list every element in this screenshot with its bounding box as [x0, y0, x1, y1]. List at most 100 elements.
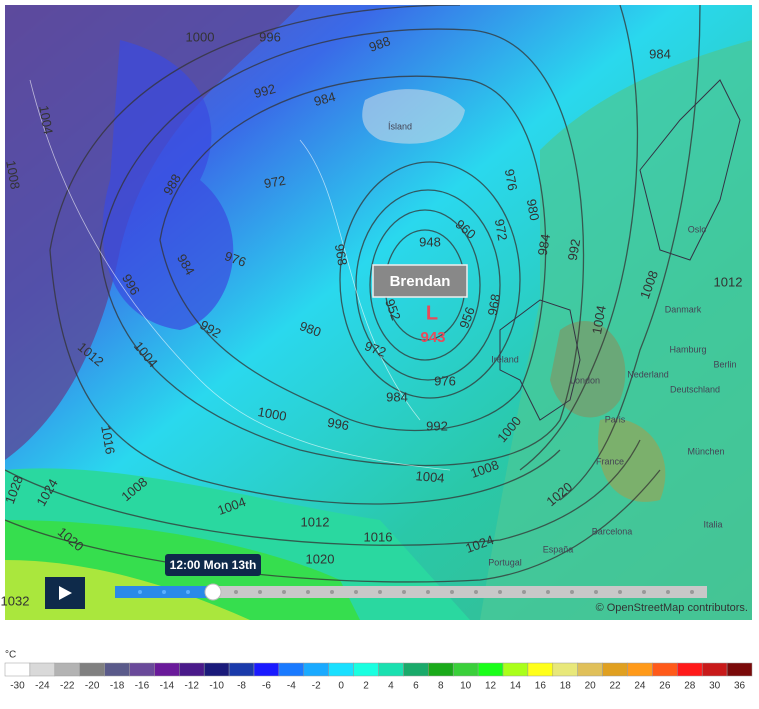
- isobar-label: 984: [312, 89, 337, 109]
- legend-swatch: [452, 662, 479, 677]
- timeline-step: [234, 590, 238, 594]
- legend-label: -16: [135, 681, 150, 692]
- legend-swatch: [278, 662, 305, 677]
- low-pressure: 943: [420, 329, 445, 346]
- play-icon: [59, 586, 72, 600]
- timeline-step: [570, 590, 574, 594]
- legend-swatch: [79, 662, 105, 677]
- place-label: Berlin: [713, 359, 736, 369]
- isobar-label: 976: [502, 168, 521, 192]
- timeline-step: [618, 590, 622, 594]
- isobar-label: 1000: [257, 404, 288, 424]
- legend-swatch: [179, 662, 205, 677]
- legend-label: 6: [413, 681, 419, 692]
- legend-label: 12: [485, 681, 497, 692]
- isobar-label: 972: [363, 338, 389, 360]
- legend-label: -24: [35, 681, 50, 692]
- legend-label: 36: [734, 681, 746, 692]
- legend-swatch: [403, 662, 429, 677]
- storm-label-box: [372, 264, 468, 298]
- legend-label: 18: [560, 681, 572, 692]
- low-symbol: L: [426, 302, 438, 324]
- timeline-step: [162, 590, 166, 594]
- isobar-label: 1004: [589, 304, 609, 335]
- attribution: © OpenStreetMap contributors.: [596, 602, 748, 614]
- place-label: München: [687, 446, 724, 456]
- isobar-label: 1016: [364, 529, 393, 544]
- place-label: Paris: [605, 414, 626, 424]
- timeline-step: [594, 590, 598, 594]
- isobar-label: 988: [367, 33, 393, 55]
- legend-label: 24: [634, 681, 646, 692]
- place-label: Danmark: [665, 304, 702, 314]
- color-legend: -30 -24 -22 -20 -18 -16 -14 -12 -10 -8 -6 -4 -2 0 2 4 6 8…: [4, 662, 753, 692]
- timeline-step: [138, 590, 142, 594]
- legend-label: 4: [388, 681, 394, 692]
- slider-thumb[interactable]: [204, 583, 222, 601]
- timeline-step: [522, 590, 526, 594]
- legend-label: -4: [287, 681, 296, 692]
- legend-label: -2: [312, 681, 321, 692]
- place-label: Ireland: [491, 354, 519, 364]
- isobar-label: 1032: [1, 593, 30, 608]
- legend-label: 10: [460, 681, 472, 692]
- legend-swatch: [527, 662, 554, 677]
- isobar-label: 1016: [98, 424, 118, 455]
- isobar-label: 948: [419, 234, 441, 249]
- legend-label: -14: [160, 681, 175, 692]
- timeline-step: [666, 590, 670, 594]
- place-label: London: [570, 375, 600, 385]
- legend-swatch: [428, 662, 454, 677]
- legend-swatch: [29, 662, 56, 677]
- timeline-step: [354, 590, 358, 594]
- timeline-step: [498, 590, 502, 594]
- legend-label: -6: [262, 681, 271, 692]
- time-box: [165, 554, 261, 576]
- legend-label: 20: [585, 681, 597, 692]
- isobar-label: 972: [492, 218, 511, 242]
- legend-label: -12: [185, 681, 200, 692]
- place-labels: Ísland Oslo Danmark Hamburg Berlin NederlandD…: [388, 121, 737, 567]
- isobar-label: 976: [434, 373, 456, 388]
- legend-swatch: [378, 662, 404, 677]
- isobar-label: 996: [326, 415, 350, 434]
- legend-label: 26: [659, 681, 671, 692]
- legend-swatch: [328, 662, 354, 677]
- legend-swatch: [4, 662, 31, 677]
- timeline-step: [306, 590, 310, 594]
- timeline-step: [258, 590, 262, 594]
- legend-swatch: [203, 662, 230, 677]
- timeline-step: [402, 590, 406, 594]
- legend-swatch: [129, 662, 155, 677]
- legend-swatch: [477, 662, 504, 677]
- isobar-label: 980: [524, 198, 543, 222]
- legend-swatch: [677, 662, 703, 677]
- place-label: France: [596, 456, 624, 466]
- isobar-label: 968: [485, 293, 504, 317]
- isobar-label: 1008: [3, 159, 23, 190]
- isobar-label: 992: [426, 418, 448, 433]
- isobar-label: 1004: [36, 104, 56, 135]
- legend-swatch: [577, 662, 603, 677]
- legend-label: 22: [609, 681, 621, 692]
- legend-swatch: [54, 662, 80, 677]
- legend-label: -10: [209, 681, 224, 692]
- legend-swatch: [652, 662, 678, 677]
- place-label: España: [543, 544, 574, 554]
- place-label: Italia: [703, 519, 722, 529]
- legend-swatch: [104, 662, 130, 677]
- legend-unit: °C: [5, 650, 16, 661]
- isobar-label: 1020: [306, 551, 335, 566]
- map: [5, 5, 752, 620]
- timeline-step: [330, 590, 334, 594]
- legend-label: -30: [10, 681, 25, 692]
- place-label: Deutschland: [670, 384, 720, 394]
- isobar-label: 992: [252, 81, 277, 101]
- legend-label: 16: [535, 681, 547, 692]
- timeline-step: [546, 590, 550, 594]
- slider-track[interactable]: [115, 586, 707, 598]
- timeline-step: [474, 590, 478, 594]
- timeline-step: [642, 590, 646, 594]
